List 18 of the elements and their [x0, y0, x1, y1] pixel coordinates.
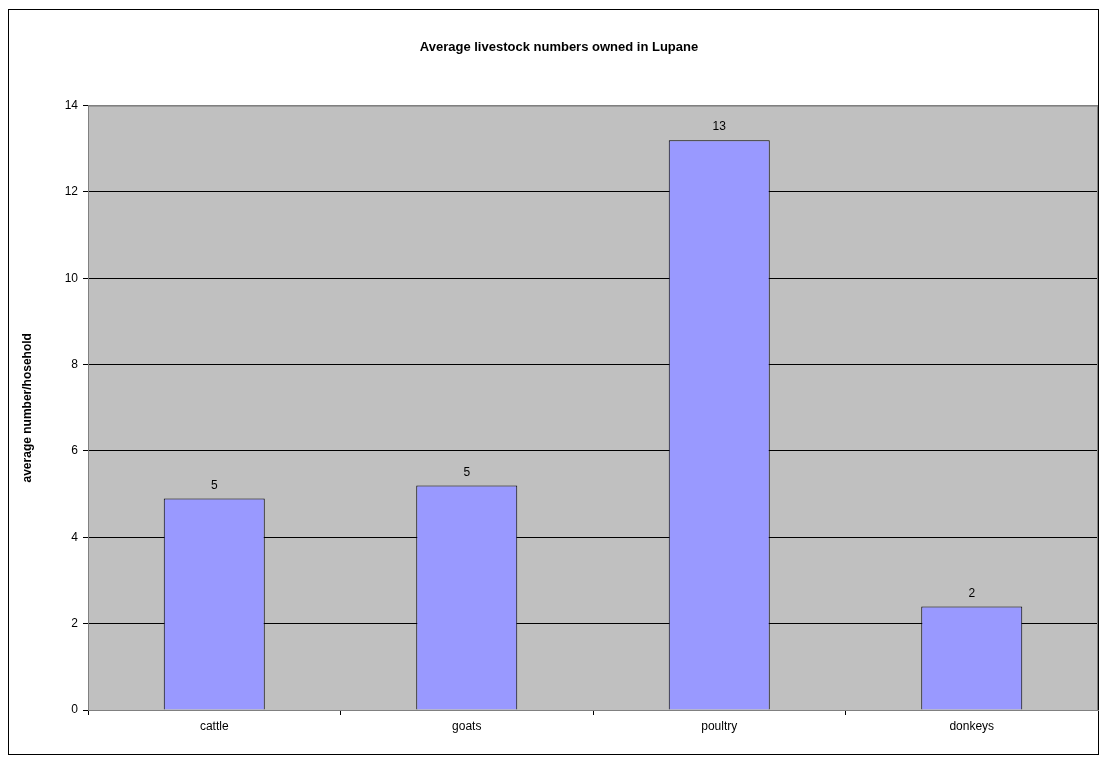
data-label: 2: [968, 585, 976, 600]
chart-title: Average livestock numbers owned in Lupane: [419, 39, 699, 55]
y-tick-label: 0: [71, 702, 79, 717]
data-label: 5: [210, 477, 218, 492]
y-tick-label: 10: [64, 270, 79, 285]
x-tick-label: donkeys: [949, 718, 995, 733]
data-label: 5: [463, 464, 471, 479]
y-tick-label: 6: [71, 443, 79, 458]
x-tick-label: cattle: [199, 718, 229, 733]
data-label: 13: [712, 119, 727, 134]
x-tick-label: poultry: [701, 718, 738, 733]
y-tick-label: 8: [71, 356, 79, 371]
x-tick-label: goats: [452, 718, 482, 733]
y-tick-label: 12: [64, 184, 79, 199]
y-tick-label: 2: [71, 615, 79, 630]
y-axis-title: average number/hosehold: [19, 333, 34, 483]
y-tick-label: 14: [64, 97, 79, 112]
y-tick-label: 4: [71, 529, 79, 544]
